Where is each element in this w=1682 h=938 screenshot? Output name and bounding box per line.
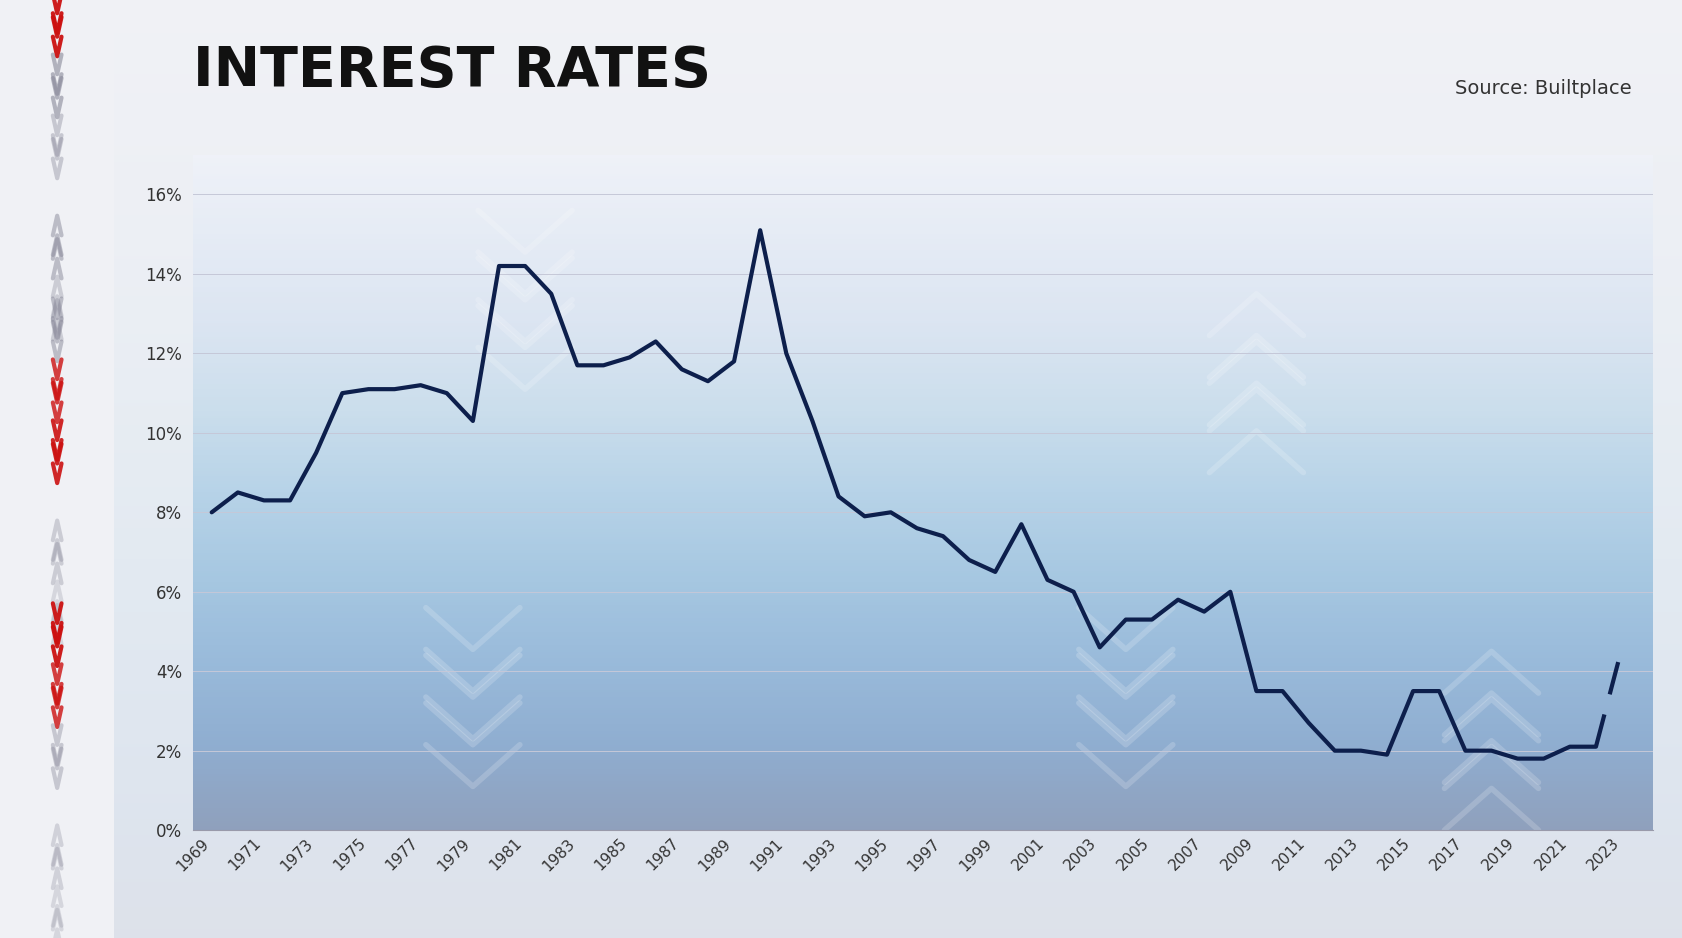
Text: Source: Builtplace: Source: Builtplace [1455,80,1632,98]
Text: INTEREST RATES: INTEREST RATES [193,44,711,98]
